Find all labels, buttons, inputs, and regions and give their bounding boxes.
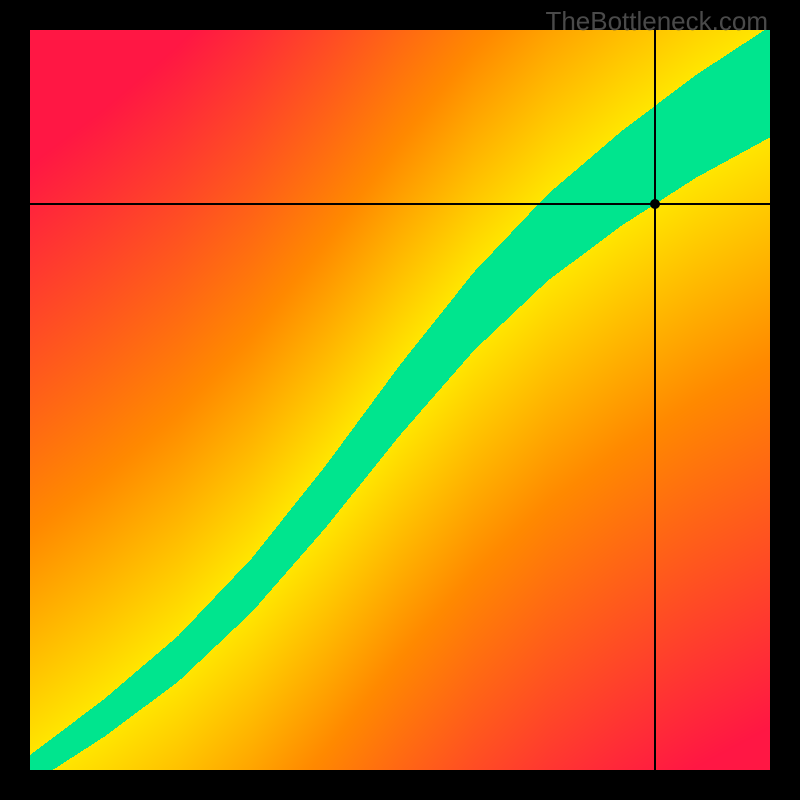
bottleneck-heatmap [30, 30, 770, 770]
watermark-text: TheBottleneck.com [545, 6, 768, 37]
plot-area [30, 30, 770, 770]
crosshair-horizontal [0, 203, 800, 205]
crosshair-vertical [654, 0, 656, 800]
selected-point-marker [650, 199, 660, 209]
root: TheBottleneck.com [0, 0, 800, 800]
